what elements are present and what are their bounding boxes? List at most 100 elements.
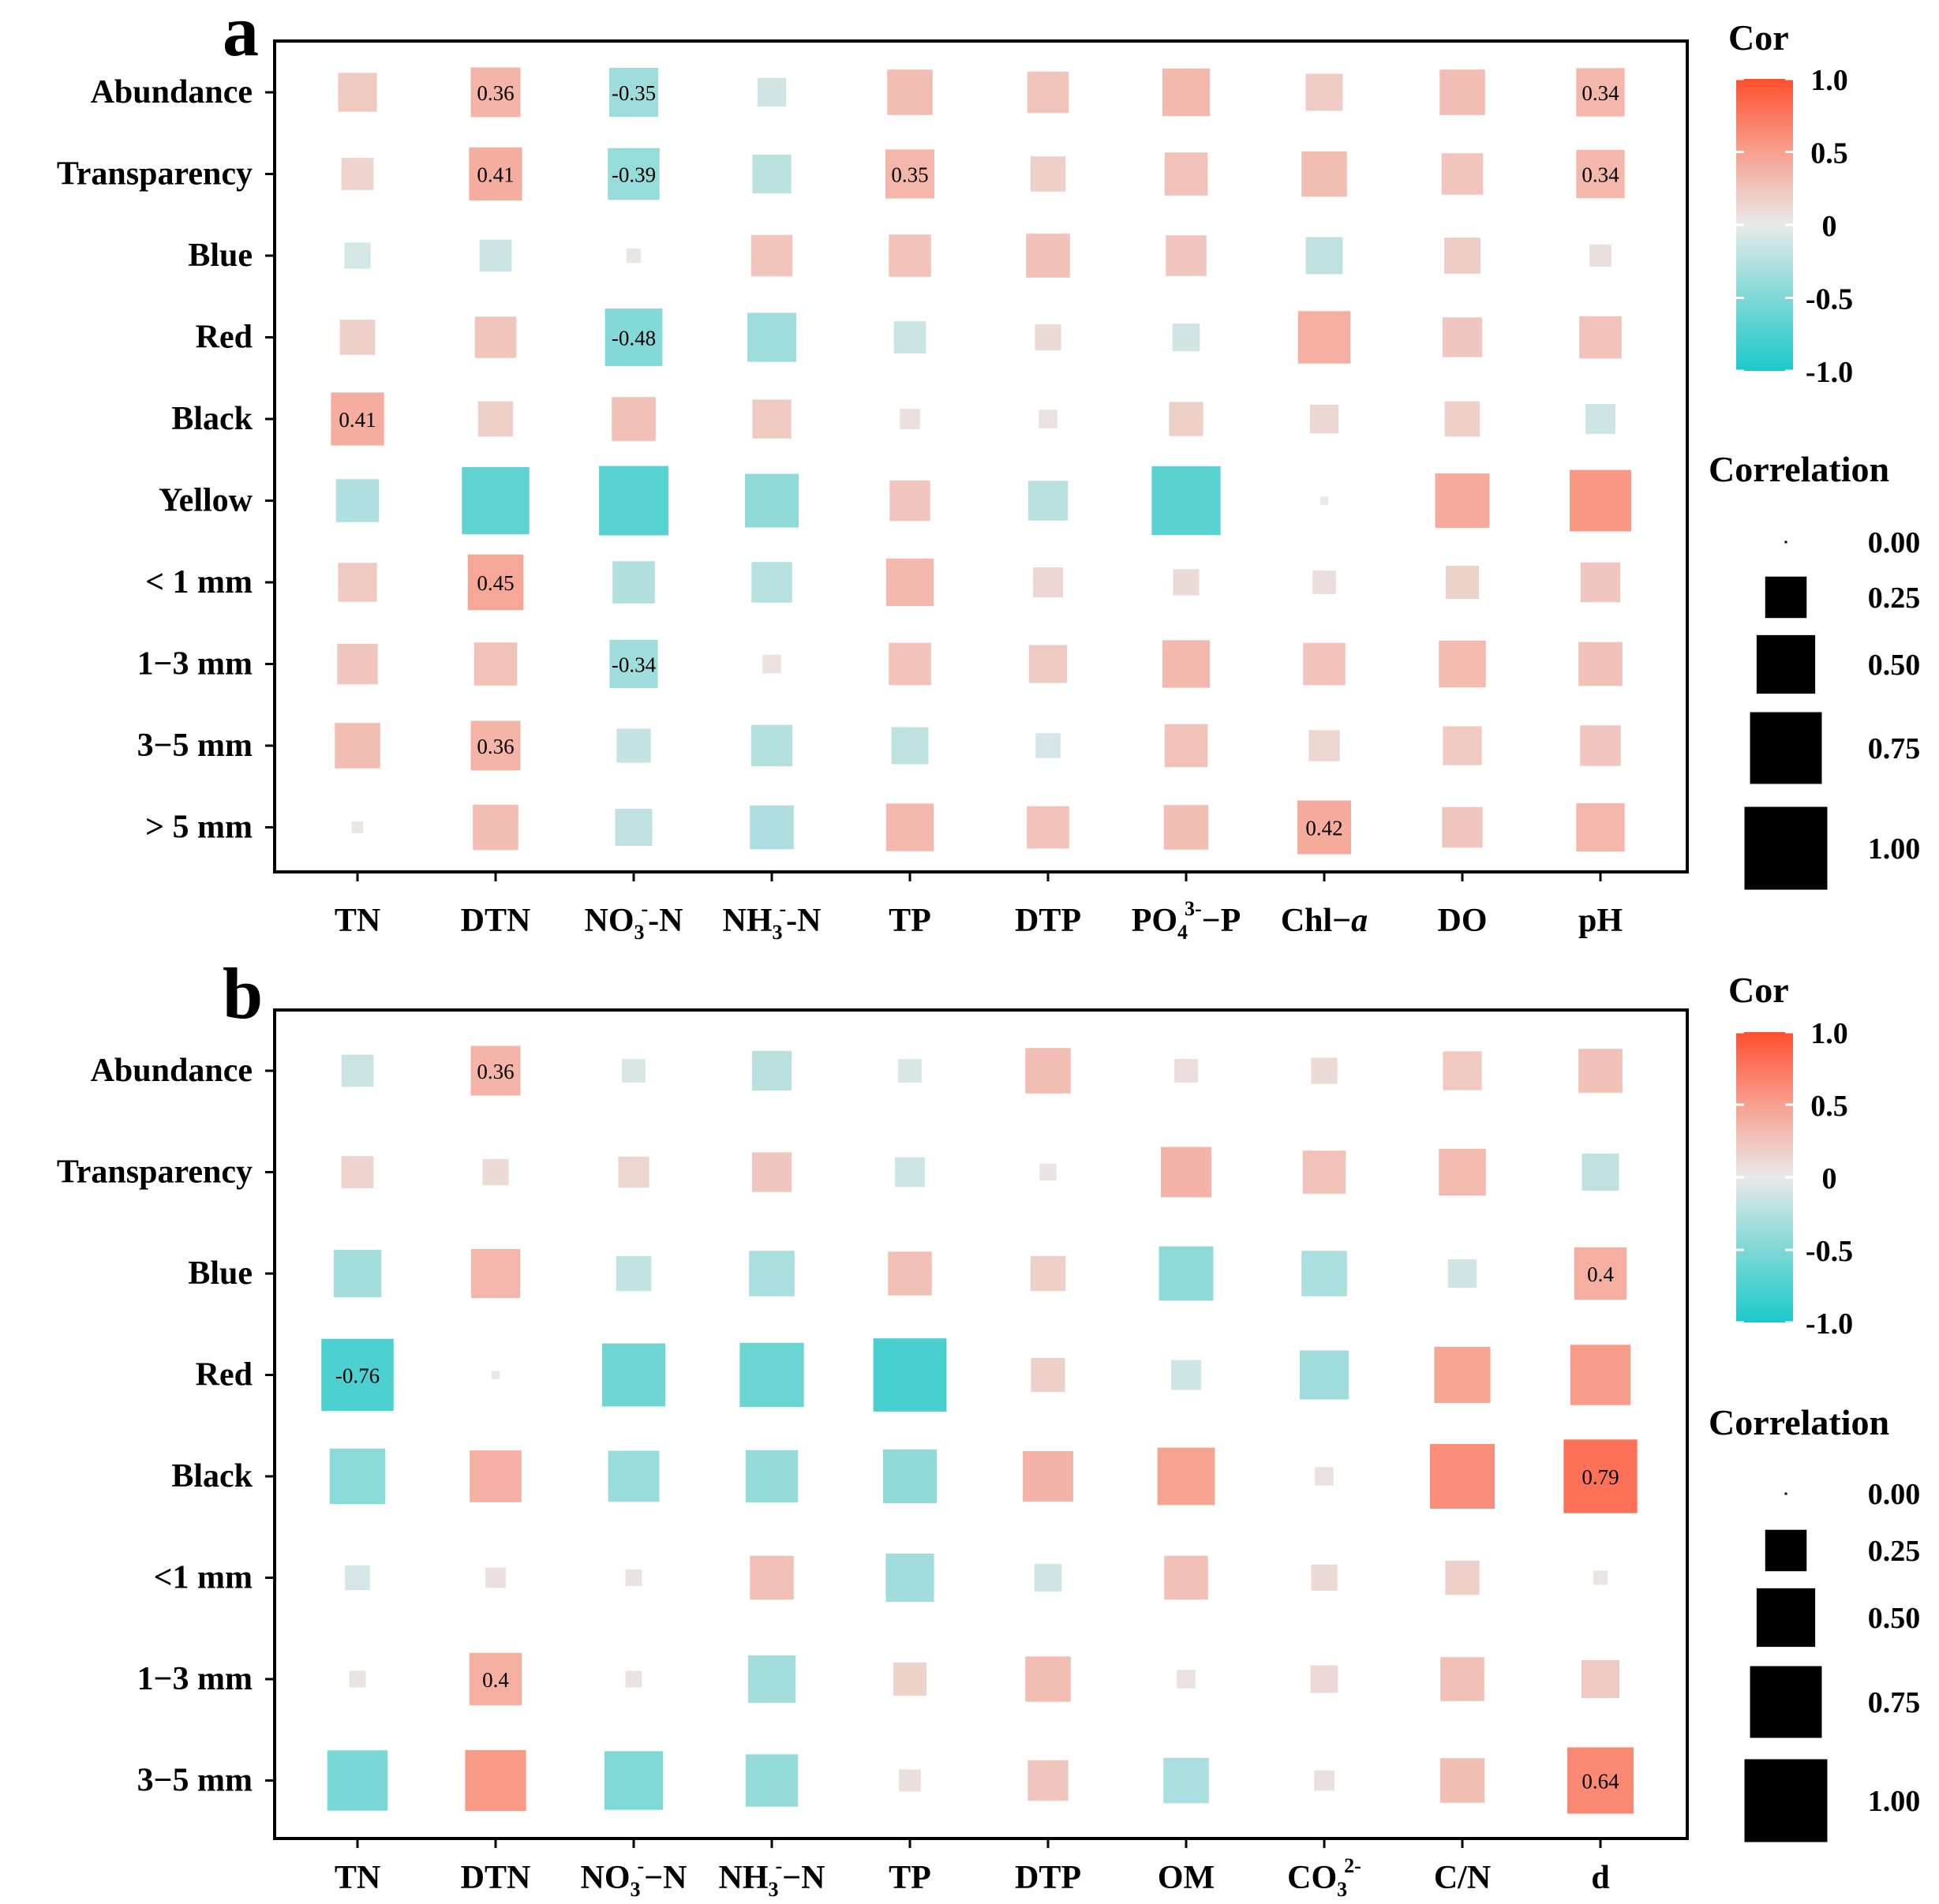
correlation-cell (757, 77, 787, 107)
row-label: Transparency (57, 156, 253, 193)
correlation-cell (1580, 725, 1621, 766)
correlation-cell (1164, 1555, 1208, 1600)
correlation-cell (470, 1248, 521, 1299)
color-bar (1736, 79, 1793, 371)
row-label: 1−3 mm (137, 1661, 253, 1697)
correlation-cell (1157, 1447, 1215, 1506)
correlation-cell (1039, 410, 1057, 428)
column-label: C/N (1434, 1860, 1491, 1896)
cell-value-label: -0.76 (335, 1364, 380, 1388)
correlation-cell (1035, 324, 1061, 351)
size-legend-square (1750, 712, 1822, 784)
size-legend-square (1756, 1588, 1816, 1648)
correlation-cell (900, 409, 920, 429)
size-legend-label: 0.75 (1868, 1686, 1921, 1719)
color-legend-tick-label: 0 (1822, 1162, 1837, 1195)
correlation-cell (749, 1251, 795, 1296)
correlation-cell (887, 69, 933, 115)
size-legend-square (1744, 1759, 1828, 1842)
correlation-cell (345, 1565, 370, 1591)
color-legend-tick-label: -0.5 (1806, 1235, 1853, 1268)
color-legend-tick-label: 1.0 (1810, 64, 1848, 97)
correlation-cell (1447, 1259, 1477, 1289)
column-label: DTP (1015, 903, 1081, 939)
correlation-cell (889, 642, 931, 686)
cell-value-label: 0.79 (1582, 1465, 1619, 1489)
correlation-cell (608, 67, 659, 118)
cell-value-label: -0.34 (612, 653, 657, 677)
row-label: > 5 mm (145, 810, 253, 846)
correlation-cell (751, 562, 792, 603)
column-label: DO (1438, 903, 1488, 939)
size-legend-square (1750, 1666, 1822, 1738)
color-legend-tick-label: -1.0 (1806, 356, 1853, 389)
correlation-cell (750, 1555, 794, 1600)
correlation-cell (625, 1569, 642, 1586)
correlation-cell (616, 728, 651, 763)
correlation-cell (1159, 1246, 1214, 1301)
correlation-cell (1025, 1656, 1071, 1702)
row-label: <1 mm (154, 1560, 253, 1596)
cell-value-label: 0.35 (891, 163, 928, 187)
correlation-cell (599, 466, 668, 536)
correlation-cell (612, 561, 655, 604)
correlation-cell (333, 1249, 382, 1298)
correlation-cell (1429, 1443, 1495, 1509)
correlation-cell (744, 473, 799, 528)
size-legend-square (1765, 1529, 1807, 1572)
correlation-cell (751, 724, 793, 767)
correlation-cell (1310, 1665, 1338, 1693)
row-label: Red (196, 320, 253, 356)
size-legend-square (1744, 806, 1828, 890)
correlation-cell (339, 320, 376, 355)
panel-b: b Abundance Transparency Blue Red Black <1 mm 1… (57, 953, 1920, 1901)
correlation-cell (1172, 324, 1200, 351)
row-label: Black (171, 401, 253, 437)
correlation-cell (616, 1255, 652, 1292)
correlation-cell (1578, 1049, 1623, 1093)
plot-frame (273, 1008, 1689, 1840)
panel-label: b (223, 953, 263, 1034)
column-label: Chl−a (1281, 903, 1368, 939)
correlation-cell (1028, 481, 1069, 521)
correlation-cell (885, 149, 935, 199)
cell-value-label: 0.41 (477, 163, 514, 187)
correlation-cell (1026, 234, 1070, 278)
correlation-cell (615, 809, 653, 846)
cell-value-label: -0.35 (612, 81, 656, 105)
correlation-cell (331, 392, 384, 446)
correlation-cell (1023, 1451, 1073, 1502)
correlation-cell (1446, 566, 1479, 599)
row-label: Blue (188, 1255, 253, 1292)
correlation-cell (477, 401, 514, 437)
correlation-cell (1027, 71, 1069, 114)
size-legend-label: 0.25 (1868, 1535, 1921, 1568)
correlation-cell (1305, 237, 1343, 275)
correlation-cell (1030, 156, 1066, 192)
correlation-cell (1312, 570, 1336, 594)
correlation-cell (889, 480, 930, 522)
correlation-cell (1166, 235, 1207, 276)
correlation-cell (1305, 73, 1343, 111)
size-legend-square (1756, 634, 1816, 694)
cell-value-label: -0.48 (612, 327, 656, 350)
correlation-cell (482, 1158, 509, 1186)
column-label: PO43-−P (1132, 897, 1241, 944)
cell-value-label: 0.36 (477, 735, 514, 758)
correlation-cell (1443, 1051, 1482, 1090)
correlation-cell (893, 321, 926, 353)
column-label: NH3-−N (719, 1854, 825, 1901)
cell-value-label: 0.41 (339, 408, 376, 432)
row-label: Yellow (159, 483, 253, 519)
cell-value-label: 0.34 (1582, 81, 1619, 105)
correlation-cell (752, 399, 792, 439)
correlation-cell (1439, 640, 1486, 688)
correlation-cell (1033, 567, 1063, 597)
size-legend-title: Correlation (1709, 1402, 1889, 1442)
column-label: DTP (1015, 1860, 1081, 1896)
row-label: Abundance (91, 74, 253, 110)
cell-value-label: 0.42 (1305, 817, 1342, 840)
row-label: 3−5 mm (137, 1763, 253, 1799)
color-legend-tick-label: 1.0 (1810, 1017, 1848, 1050)
correlation-cell (1301, 1251, 1347, 1296)
